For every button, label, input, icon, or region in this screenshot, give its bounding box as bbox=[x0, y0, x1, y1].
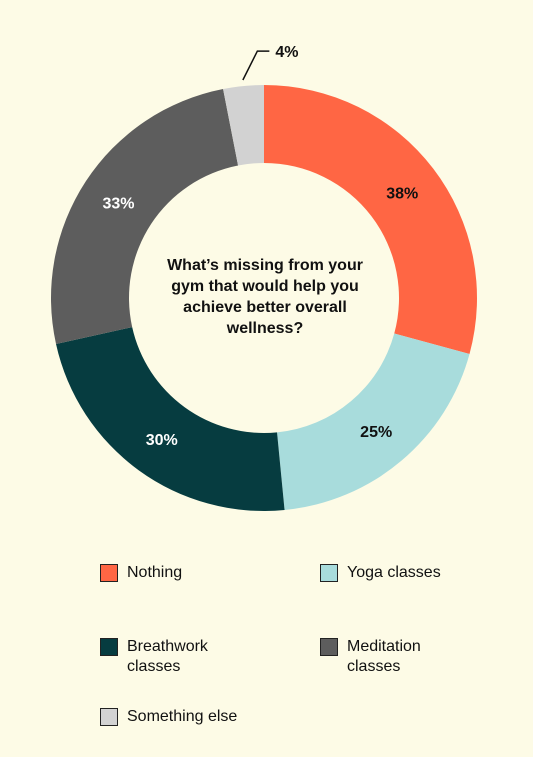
slice-leader-line bbox=[242, 50, 270, 81]
legend-swatch-breathwork bbox=[100, 638, 118, 656]
slice-label: 38% bbox=[386, 185, 418, 202]
donut-slice-yoga-classes bbox=[277, 333, 470, 511]
slice-label: 25% bbox=[360, 424, 392, 441]
slice-label: 4% bbox=[275, 44, 298, 61]
slice-label: 30% bbox=[146, 432, 178, 449]
donut-slice-breathwork-classes bbox=[56, 327, 285, 511]
legend-swatch-meditation bbox=[320, 638, 338, 656]
legend-label-breathwork: Breathwork classes bbox=[127, 638, 208, 675]
legend-item-breathwork: Breathwork classes bbox=[100, 637, 208, 677]
legend-label-yoga: Yoga classes bbox=[347, 564, 441, 581]
legend-label-meditation: Meditation classes bbox=[347, 638, 421, 675]
legend-swatch-nothing bbox=[100, 564, 118, 582]
donut-slice-nothing bbox=[264, 85, 477, 354]
legend-item-something-else: Something else bbox=[100, 707, 237, 727]
legend-swatch-something-else bbox=[100, 708, 118, 726]
legend-label-nothing: Nothing bbox=[127, 564, 183, 581]
chart-center-title: What’s missing from your gym that would … bbox=[167, 257, 363, 337]
legend-item-yoga: Yoga classes bbox=[320, 563, 441, 583]
donut-slice-something-else bbox=[223, 85, 264, 166]
legend-swatch-yoga bbox=[320, 564, 338, 582]
donut-slice-meditation-classes bbox=[50, 88, 239, 344]
slice-label: 33% bbox=[102, 196, 134, 213]
legend-item-meditation: Meditation classes bbox=[320, 637, 421, 677]
legend-item-nothing: Nothing bbox=[100, 563, 182, 583]
legend-label-something-else: Something else bbox=[127, 708, 238, 725]
